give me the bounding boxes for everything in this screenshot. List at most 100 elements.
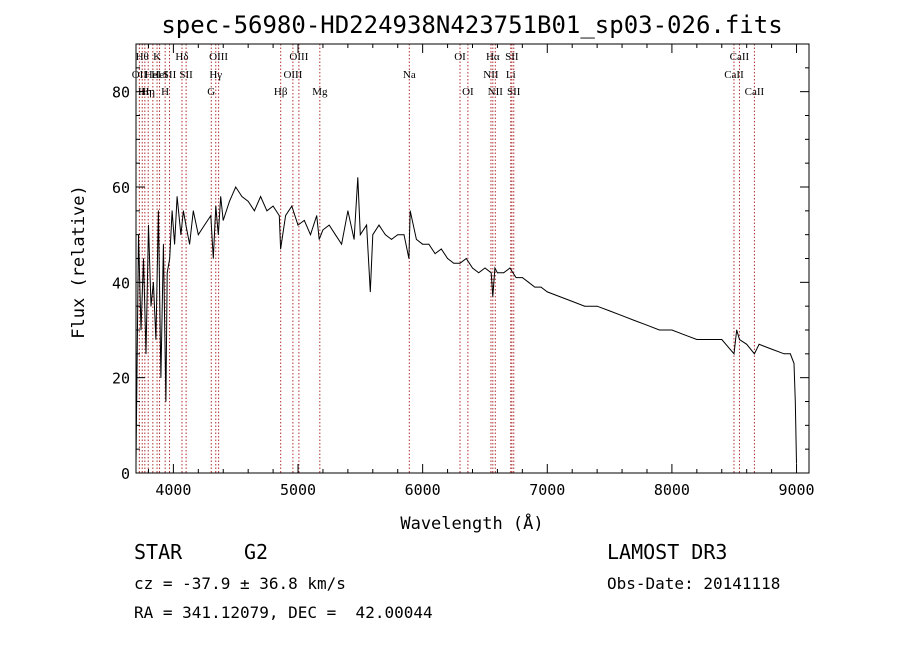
data-point xyxy=(789,353,791,355)
data-point xyxy=(534,286,536,288)
data-point xyxy=(169,258,171,259)
data-point xyxy=(176,196,178,197)
data-point xyxy=(721,339,723,340)
data-point xyxy=(403,234,405,236)
data-point xyxy=(783,353,785,355)
data-point xyxy=(291,205,293,207)
y-tick-label: 40 xyxy=(112,274,130,292)
data-point xyxy=(189,243,191,245)
data-point xyxy=(621,315,623,317)
data-point xyxy=(494,267,496,269)
line-label-17: Mg xyxy=(312,86,328,98)
data-point xyxy=(143,258,144,259)
line-label-3: Hη xyxy=(141,86,155,98)
data-point xyxy=(328,224,330,226)
data-point xyxy=(646,324,648,326)
line-label-26: SII xyxy=(507,86,521,98)
data-point xyxy=(472,267,473,269)
data-point xyxy=(318,239,320,240)
data-point xyxy=(736,329,738,331)
line-label-13: OIII xyxy=(209,51,228,63)
data-point xyxy=(335,234,336,236)
emission-line-markers xyxy=(138,44,755,473)
data-point xyxy=(285,215,286,217)
data-point xyxy=(185,224,187,226)
data-point xyxy=(447,258,448,259)
redshift-value: cz = -37.9 ± 36.8 km/s xyxy=(134,574,346,593)
line-label-23: NII xyxy=(488,86,504,98)
line-label-21: NII xyxy=(483,69,499,81)
y-tick-label: 0 xyxy=(121,465,130,483)
data-point xyxy=(465,258,467,259)
data-point xyxy=(165,401,167,402)
x-tick-label: 6000 xyxy=(405,481,441,499)
line-label-28: CaII xyxy=(730,51,750,63)
subclass-label: G2 xyxy=(244,540,269,564)
data-point xyxy=(522,277,523,278)
data-point xyxy=(696,339,698,340)
data-point xyxy=(145,353,147,355)
line-label-7: H xyxy=(161,86,169,98)
data-point xyxy=(217,234,219,236)
data-point xyxy=(372,234,374,236)
x-axis-ticks: 4000 5000 6000 7000 8000 9000 xyxy=(147,44,815,499)
data-point xyxy=(163,243,164,245)
data-point xyxy=(490,272,492,274)
data-point xyxy=(609,310,610,312)
plot-frame xyxy=(135,43,810,474)
survey-label: LAMOST DR3 xyxy=(607,540,728,564)
data-point xyxy=(369,291,371,293)
data-point xyxy=(397,234,399,236)
data-point xyxy=(540,286,542,288)
line-label-27: CaII xyxy=(724,69,744,81)
data-point xyxy=(754,353,755,355)
data-point xyxy=(247,200,249,202)
line-label-10: SII xyxy=(179,69,193,81)
data-point xyxy=(359,234,361,236)
data-point xyxy=(357,177,359,178)
data-point xyxy=(733,353,735,355)
data-point xyxy=(440,248,442,250)
data-point xyxy=(746,343,748,345)
data-point xyxy=(280,248,281,250)
y-tick-label: 20 xyxy=(112,370,130,388)
line-label-16: OIII xyxy=(289,51,308,63)
data-point xyxy=(166,272,168,274)
x-tick-label: 8000 xyxy=(654,481,690,499)
data-point xyxy=(148,224,149,226)
data-point xyxy=(140,329,142,331)
line-label-9: Hδ xyxy=(175,51,188,63)
y-axis-label: Flux (relative) xyxy=(69,185,89,339)
data-point xyxy=(659,329,660,331)
line-label-18: Na xyxy=(403,69,416,81)
data-point xyxy=(428,243,430,245)
data-point xyxy=(180,234,182,236)
data-point xyxy=(241,196,243,197)
data-point xyxy=(197,234,199,236)
data-point xyxy=(793,363,795,364)
data-point xyxy=(484,267,486,269)
line-label-8: SII xyxy=(163,69,177,81)
data-point xyxy=(366,224,367,226)
data-point xyxy=(378,224,380,226)
line-label-1: Hθ xyxy=(136,51,149,63)
data-point xyxy=(212,258,214,259)
data-point xyxy=(322,229,324,231)
data-point xyxy=(215,205,217,207)
data-point xyxy=(272,205,274,207)
data-point xyxy=(634,320,635,321)
data-point xyxy=(174,243,176,245)
data-point xyxy=(453,262,455,264)
data-point xyxy=(391,239,392,240)
data-point xyxy=(492,296,494,297)
data-point xyxy=(278,215,280,217)
data-point xyxy=(229,200,230,202)
data-point xyxy=(416,239,417,240)
data-point xyxy=(434,253,436,255)
data-point xyxy=(794,401,796,402)
data-point xyxy=(316,215,318,217)
data-point xyxy=(183,210,184,212)
line-label-6: HeI xyxy=(151,69,168,81)
emission-line-labels: OIIHθHηHηHeIKHeIHSIIHδSIIGHγOIIIHβOIIIOI… xyxy=(132,51,765,98)
